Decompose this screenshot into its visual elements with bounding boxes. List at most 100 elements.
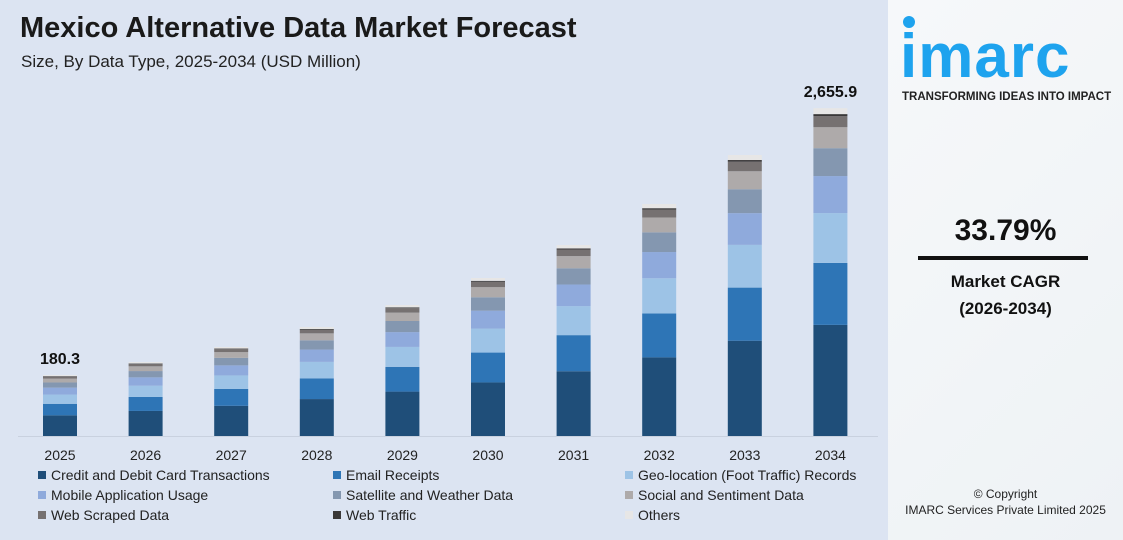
legend-swatch: [625, 471, 633, 479]
cagr-divider: [918, 256, 1088, 260]
x-tick-label: 2033: [729, 447, 760, 463]
bar-segment: [813, 176, 848, 214]
bar-segment: [43, 415, 77, 436]
legend-label: Satellite and Weather Data: [346, 487, 514, 503]
legend-item: Geo-location (Foot Traffic) Records: [625, 467, 856, 483]
bar-segment: [556, 284, 591, 307]
legend-item: Web Scraped Data: [38, 507, 169, 523]
legend-swatch: [38, 491, 46, 499]
legend-item: Mobile Application Usage: [38, 487, 208, 503]
bar-segment: [556, 249, 591, 257]
bar-segment: [299, 340, 334, 350]
bar-segment: [556, 268, 591, 285]
bar-segment: [471, 280, 505, 282]
legend-label: Web Scraped Data: [51, 507, 170, 523]
bar-segment: [43, 378, 77, 383]
bar-segment: [642, 208, 677, 210]
bar-segment: [385, 366, 420, 392]
bar-segment: [727, 287, 762, 341]
bar-segment: [385, 332, 420, 347]
bar-segment: [385, 320, 420, 333]
chart-subtitle: Size, By Data Type, 2025-2034 (USD Milli…: [21, 52, 361, 71]
bar-segment: [43, 376, 77, 379]
bar-segment: [813, 213, 848, 263]
bar-segment: [299, 333, 334, 341]
legend-label: Social and Sentiment Data: [638, 487, 804, 503]
bar-segment: [471, 382, 505, 436]
x-tick-label: 2025: [44, 447, 75, 463]
bar-segment: [299, 361, 334, 379]
legend-swatch: [38, 511, 46, 519]
bar-segment: [214, 346, 249, 349]
legend-label: Geo-location (Foot Traffic) Records: [638, 467, 857, 483]
bar-segment: [727, 244, 762, 288]
bar-segment: [43, 394, 77, 404]
cagr-label: Market CAGR: [950, 272, 1061, 291]
x-tick-label: 2028: [301, 447, 332, 463]
bar-segment: [299, 328, 334, 330]
bar-segment: [727, 154, 762, 161]
bar-segment: [214, 375, 249, 389]
legend-label: Mobile Application Usage: [51, 487, 209, 503]
bar-segment: [813, 116, 848, 128]
legend-label: Email Receipts: [346, 467, 440, 483]
cagr-period: (2026-2034): [959, 299, 1052, 318]
bar-segment: [556, 256, 591, 269]
bar-segment: [813, 114, 848, 117]
bar-segment: [128, 377, 163, 386]
x-tick-label: 2029: [387, 447, 418, 463]
bar-segment: [128, 366, 163, 372]
bar-segment: [128, 371, 163, 378]
bar-segment: [385, 307, 420, 309]
x-tick-label: 2030: [472, 447, 503, 463]
x-tick-label: 2034: [815, 447, 846, 463]
bar-segment: [385, 391, 420, 436]
bar-segment: [813, 148, 848, 177]
cagr-value: 33.79%: [954, 214, 1057, 247]
bar-segment: [385, 308, 420, 313]
imarc-logo: imarc: [900, 22, 1071, 91]
x-tick-label: 2026: [130, 447, 161, 463]
bar-segment: [471, 310, 505, 329]
legend-item: Web Traffic: [333, 507, 416, 523]
bar-segment: [556, 244, 591, 249]
bar-segment: [556, 335, 591, 372]
legend-swatch: [333, 511, 341, 519]
bar-segment: [299, 329, 334, 334]
bar-segment: [214, 357, 249, 366]
bar-segment: [471, 297, 505, 311]
bar-segment: [813, 324, 848, 436]
bar-segment: [128, 410, 163, 436]
bar-segment: [214, 348, 249, 350]
bar-segment: [43, 375, 77, 377]
total-label: 180.3: [40, 351, 80, 368]
bar-segment: [642, 313, 677, 358]
x-tick-label: 2031: [558, 447, 589, 463]
bar-segment: [43, 387, 77, 395]
bar-segment: [727, 161, 762, 172]
legend-label: Web Traffic: [346, 507, 417, 523]
bar-segment: [385, 305, 420, 308]
logo-dot-icon: [903, 16, 915, 28]
bar-segment: [43, 382, 77, 388]
bar-segment: [813, 108, 848, 115]
legend-swatch: [333, 471, 341, 479]
legend-swatch: [625, 491, 633, 499]
bar-segment: [471, 352, 505, 383]
legend-swatch: [333, 491, 341, 499]
bar-segment: [299, 399, 334, 436]
bar-segment: [214, 349, 249, 353]
bar-segment: [43, 403, 77, 416]
legend-item: Others: [625, 507, 680, 523]
bar-segment: [813, 262, 848, 325]
legend-item: Satellite and Weather Data: [333, 487, 513, 503]
legend-item: Email Receipts: [333, 467, 439, 483]
chart-title: Mexico Alternative Data Market Forecast: [20, 12, 577, 44]
bar-segment: [128, 385, 163, 397]
bar-segment: [214, 405, 249, 436]
bar-segment: [727, 189, 762, 214]
bar-segment: [727, 213, 762, 245]
bar-segment: [128, 362, 163, 364]
bar-segment: [471, 281, 505, 288]
legend-item: Social and Sentiment Data: [625, 487, 804, 503]
